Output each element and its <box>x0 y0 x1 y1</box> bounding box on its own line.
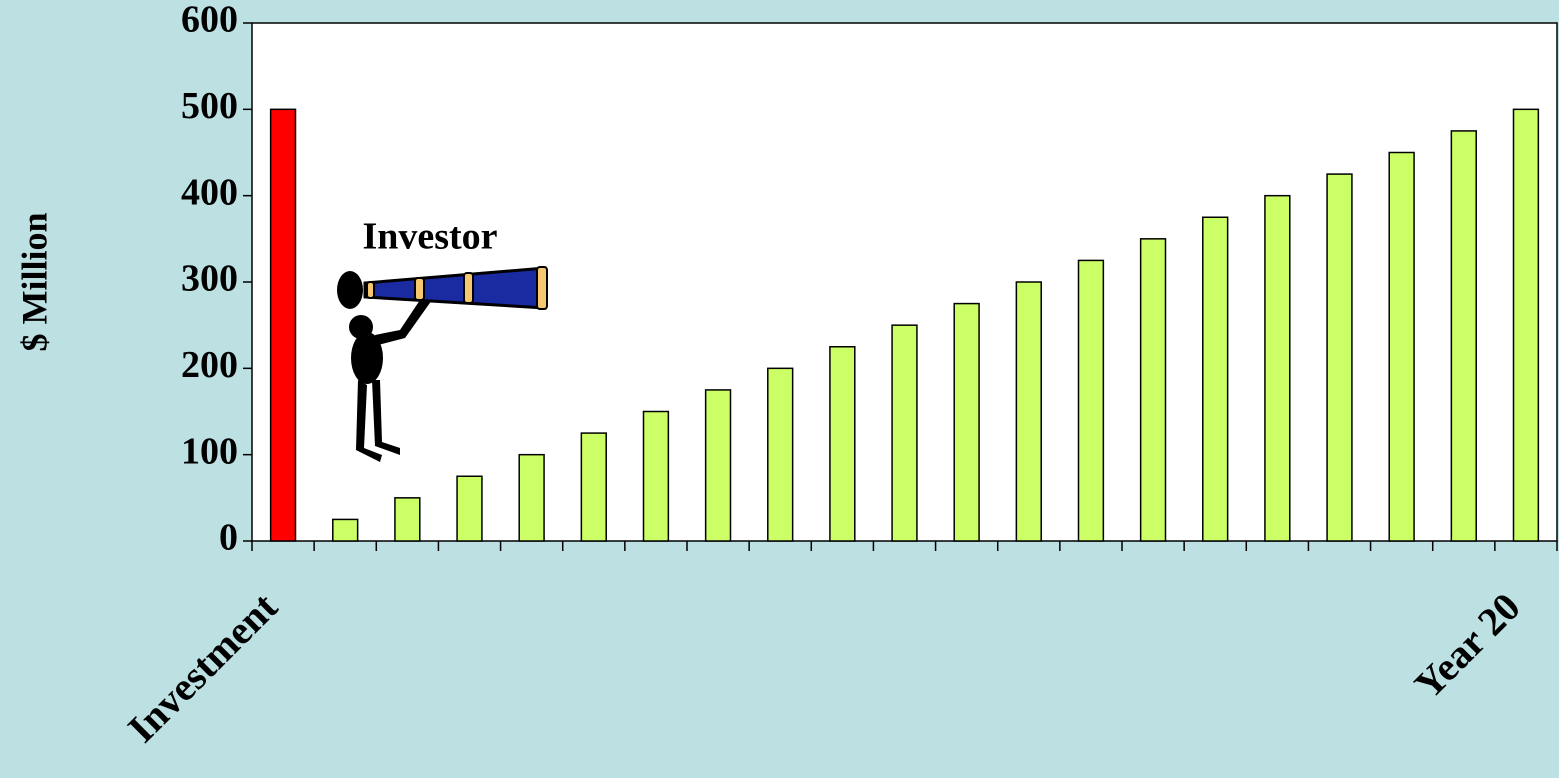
bar <box>1326 173 1353 542</box>
bar <box>1077 259 1105 542</box>
y-axis-label: $ Million <box>14 212 54 351</box>
bar <box>1512 108 1540 542</box>
y-tick-label: 0 <box>219 517 238 559</box>
y-tick-label: 300 <box>181 258 238 300</box>
y-tick-label: 200 <box>181 344 238 386</box>
y-tick-label: 100 <box>181 430 238 472</box>
y-tick-label: 400 <box>181 171 238 213</box>
bar <box>704 389 732 542</box>
annotation: Investor <box>362 216 497 258</box>
bar <box>1015 281 1042 542</box>
bar <box>332 518 359 542</box>
bar <box>767 367 794 542</box>
bar <box>1202 216 1229 542</box>
bar <box>891 324 918 542</box>
y-tick-label: 600 <box>181 0 238 41</box>
bar <box>518 453 545 542</box>
y-tick-label: 500 <box>181 85 238 127</box>
bar <box>1264 194 1291 542</box>
bar <box>1450 130 1477 542</box>
bar <box>642 410 670 542</box>
bar <box>829 346 856 542</box>
bar <box>953 302 980 542</box>
bar <box>456 475 483 542</box>
investor-figure <box>337 266 548 462</box>
bar <box>394 497 421 542</box>
bar <box>1139 238 1167 542</box>
bar <box>580 432 607 542</box>
bar <box>269 108 297 542</box>
bar <box>1388 151 1415 542</box>
